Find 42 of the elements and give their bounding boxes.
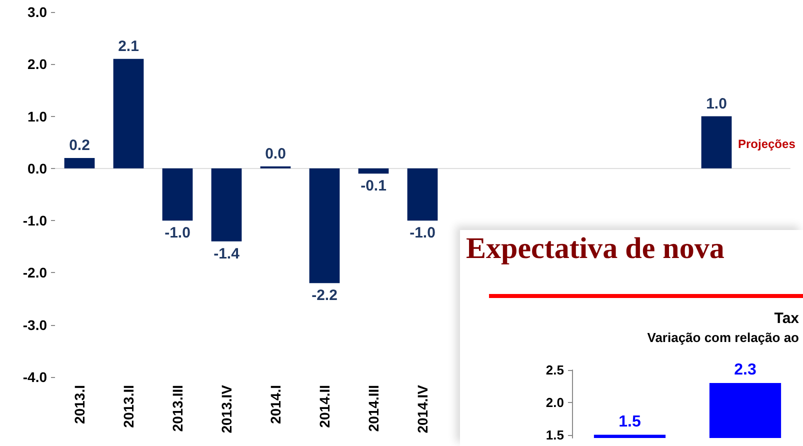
data-label: -1.0 — [410, 224, 436, 242]
y-tick-label: -2.0 — [22, 264, 48, 281]
data-label: 1.5 — [618, 413, 641, 430]
x-tick-label: 2014.II — [316, 385, 332, 428]
x-tick-label: 2014.III — [366, 385, 382, 432]
y-tick-label: -1.0 — [22, 212, 48, 229]
data-label: 2.3 — [734, 361, 756, 378]
x-tick-label: 2013.III — [170, 385, 186, 432]
y-tick-label: 2.0 — [546, 394, 564, 410]
data-label: -1.4 — [214, 245, 240, 262]
x-tick-label: 2014.IV — [414, 384, 430, 434]
annotation: Projeções — [738, 137, 796, 151]
bar — [113, 58, 144, 168]
annotation: Variação com relação ao — [646, 330, 800, 345]
y-tick-label: 3.0 — [28, 4, 48, 20]
data-label: -0.1 — [360, 178, 386, 195]
y-tick-label: 1.5 — [546, 427, 564, 442]
x-tick-label: 2013.II — [120, 385, 136, 428]
data-label: 2.1 — [118, 38, 139, 55]
y-tick-label: 2.0 — [28, 56, 48, 72]
data-label: 0.2 — [69, 137, 90, 154]
y-tick-label: 1.0 — [28, 108, 48, 124]
bar — [358, 168, 389, 174]
y-tick-label: -4.0 — [22, 369, 48, 385]
chart-subtitle: Tax — [773, 310, 800, 327]
bar — [211, 168, 242, 242]
y-tick-label: -3.0 — [22, 316, 48, 333]
bar — [407, 168, 438, 221]
y-tick-label: 2.5 — [546, 362, 564, 378]
x-tick-label: 2013.I — [72, 385, 88, 424]
data-label: 1.0 — [706, 95, 727, 112]
bar — [162, 168, 193, 221]
bar — [64, 158, 95, 168]
x-tick-label: 2014.I — [268, 385, 284, 424]
chart-title: Expectativa de nova — [466, 232, 724, 266]
x-tick-label: 2013.IV — [218, 384, 234, 434]
data-label: -1.0 — [164, 224, 190, 242]
data-label: -2.2 — [312, 287, 338, 304]
bar — [701, 116, 732, 168]
y-tick-label: 0.0 — [28, 160, 48, 176]
bar — [309, 168, 340, 284]
data-label: 0.0 — [265, 145, 286, 162]
